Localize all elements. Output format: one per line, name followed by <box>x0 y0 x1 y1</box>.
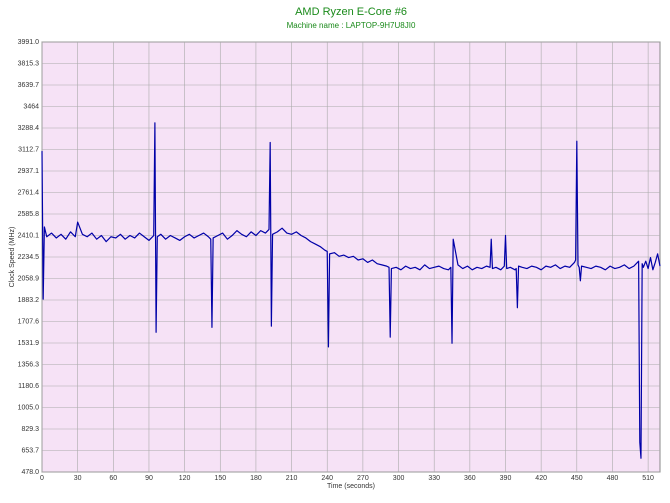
y-tick-label: 1531.9 <box>18 340 40 347</box>
data-line <box>41 122 661 459</box>
x-tick-label: 300 <box>393 475 405 482</box>
y-tick-label: 3639.7 <box>18 82 40 89</box>
x-tick-label: 450 <box>571 475 583 482</box>
x-tick-label: 270 <box>357 475 369 482</box>
y-tick-label: 1356.3 <box>18 361 40 368</box>
y-tick-label: 2058.9 <box>18 275 40 282</box>
y-tick-label: 2761.4 <box>18 189 40 196</box>
y-tick-label: 2234.5 <box>18 254 40 261</box>
y-tick-label: 653.7 <box>21 447 39 454</box>
y-tick-label: 3288.4 <box>18 125 40 132</box>
y-tick-label: 2585.8 <box>18 211 40 218</box>
x-tick-label: 180 <box>250 475 262 482</box>
y-tick-label: 3815.3 <box>18 60 40 67</box>
y-tick-label: 3464 <box>23 103 39 110</box>
y-tick-label: 2937.1 <box>18 168 40 175</box>
x-tick-label: 360 <box>464 475 476 482</box>
y-tick-label: 1707.6 <box>18 318 40 325</box>
y-axis-label: Clock Speed (MHz) <box>9 227 16 288</box>
y-tick-label: 1180.6 <box>18 383 39 390</box>
x-axis-label: Time (seconds) <box>327 483 375 490</box>
x-tick-label: 60 <box>109 475 117 482</box>
chart-title: AMD Ryzen E-Core #6 <box>295 6 407 18</box>
y-tick-label: 3112.7 <box>18 146 39 153</box>
chart-subtitle: Machine name : LAPTOP-9H7U8JI0 <box>287 21 416 30</box>
x-tick-label: 0 <box>40 475 44 482</box>
x-tick-label: 510 <box>642 475 654 482</box>
x-tick-label: 120 <box>179 475 191 482</box>
y-tick-label: 1005.0 <box>18 404 40 411</box>
x-tick-label: 420 <box>535 475 547 482</box>
x-tick-label: 150 <box>214 475 226 482</box>
y-tick-label: 478.0 <box>21 469 39 476</box>
x-tick-label: 480 <box>607 475 619 482</box>
y-tick-label: 1883.2 <box>18 297 40 304</box>
x-tick-label: 240 <box>321 475 333 482</box>
x-tick-label: 390 <box>500 475 512 482</box>
x-tick-label: 210 <box>286 475 298 482</box>
x-tick-label: 90 <box>145 475 153 482</box>
x-tick-label: 30 <box>74 475 82 482</box>
y-tick-label: 829.3 <box>21 426 39 433</box>
x-tick-label: 330 <box>428 475 440 482</box>
y-tick-label: 2410.1 <box>18 232 40 239</box>
y-tick-label: 3991.0 <box>18 39 40 46</box>
